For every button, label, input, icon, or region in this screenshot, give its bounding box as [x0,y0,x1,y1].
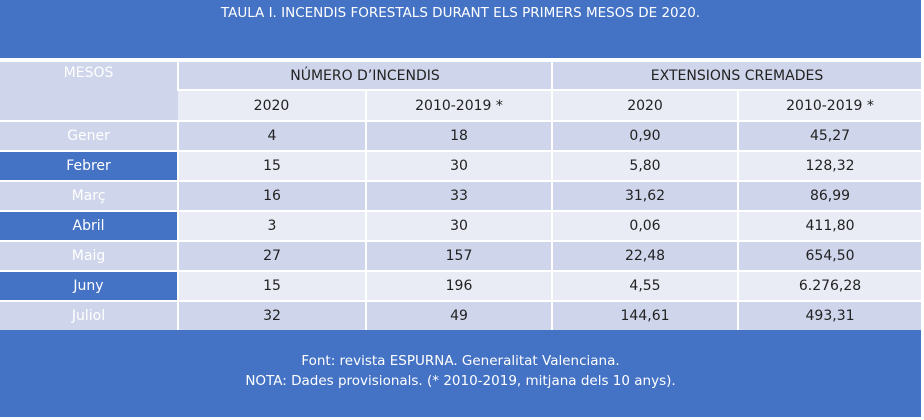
area-2010-2019-cell: 6.276,28 [737,270,922,301]
header-numero-incendis: NÚMERO D’INCENDIS [176,60,553,90]
fires-2020-cell: 3 [177,210,366,241]
subheader-e-2020: 2020 [551,89,739,121]
fires-2010-2019-cell: 30 [364,150,553,181]
fires-2020-cell: 16 [177,180,366,211]
area-2020-cell: 144,61 [551,300,739,330]
table-row: Maig 27 157 22,48 654,50 [0,240,922,271]
header-row-1: MESOS NÚMERO D’INCENDIS EXTENSIONS CREMA… [0,60,922,121]
fires-2010-2019-cell: 49 [364,300,553,330]
subheader-n-2010-2019: 2010-2019 * [364,89,553,121]
fires-2010-2019-cell: 18 [364,120,553,151]
header-extensions-cremades: EXTENSIONS CREMADES [551,60,922,90]
month-cell: Febrer [0,150,178,181]
table-title: TAULA I. INCENDIS FORESTALS DURANT ELS P… [0,0,921,58]
table-row: Abril 3 30 0,06 411,80 [0,210,922,241]
fires-2010-2019-cell: 157 [364,240,553,271]
fires-2020-cell: 4 [177,120,366,151]
provisional-note: NOTA: Dades provisionals. (* 2010-2019, … [245,373,676,389]
month-cell: Juliol [0,300,178,330]
month-cell: Abril [0,210,178,241]
area-2020-cell: 0,06 [551,210,739,241]
table-row: Juliol 32 49 144,61 493,31 [0,300,922,330]
area-2010-2019-cell: 128,32 [737,150,922,181]
header-mesos: MESOS [0,60,178,121]
area-2020-cell: 5,80 [551,150,739,181]
area-2020-cell: 31,62 [551,180,739,211]
fires-2010-2019-cell: 30 [364,210,553,241]
table-row: Gener 4 18 0,90 45,27 [0,120,922,151]
fires-table: MESOS NÚMERO D’INCENDIS EXTENSIONS CREMA… [0,60,922,330]
area-2020-cell: 22,48 [551,240,739,271]
fires-2020-cell: 15 [177,270,366,301]
footer-notes: Font: revista ESPURNA. Generalitat Valen… [0,330,921,417]
area-2010-2019-cell: 411,80 [737,210,922,241]
fires-2010-2019-cell: 33 [364,180,553,211]
month-cell: Maig [0,240,178,271]
table-row: Febrer 15 30 5,80 128,32 [0,150,922,181]
area-2010-2019-cell: 493,31 [737,300,922,330]
fires-2010-2019-cell: 196 [364,270,553,301]
source-note: Font: revista ESPURNA. Generalitat Valen… [301,353,620,369]
fires-2020-cell: 15 [177,150,366,181]
area-2010-2019-cell: 654,50 [737,240,922,271]
subheader-e-2010-2019: 2010-2019 * [737,89,922,121]
area-2010-2019-cell: 86,99 [737,180,922,211]
fires-2020-cell: 27 [177,240,366,271]
area-2020-cell: 0,90 [551,120,739,151]
fires-2020-cell: 32 [177,300,366,330]
month-cell: Gener [0,120,178,151]
month-cell: Març [0,180,178,211]
area-2010-2019-cell: 45,27 [737,120,922,151]
subheader-n-2020: 2020 [178,89,366,121]
area-2020-cell: 4,55 [551,270,739,301]
month-cell: Juny [0,270,178,301]
table-row: Març 16 33 31,62 86,99 [0,180,922,211]
header-row-2: 2020 2010-2019 * 2020 2010-2019 * [0,89,922,121]
table-row: Juny 15 196 4,55 6.276,28 [0,270,922,301]
